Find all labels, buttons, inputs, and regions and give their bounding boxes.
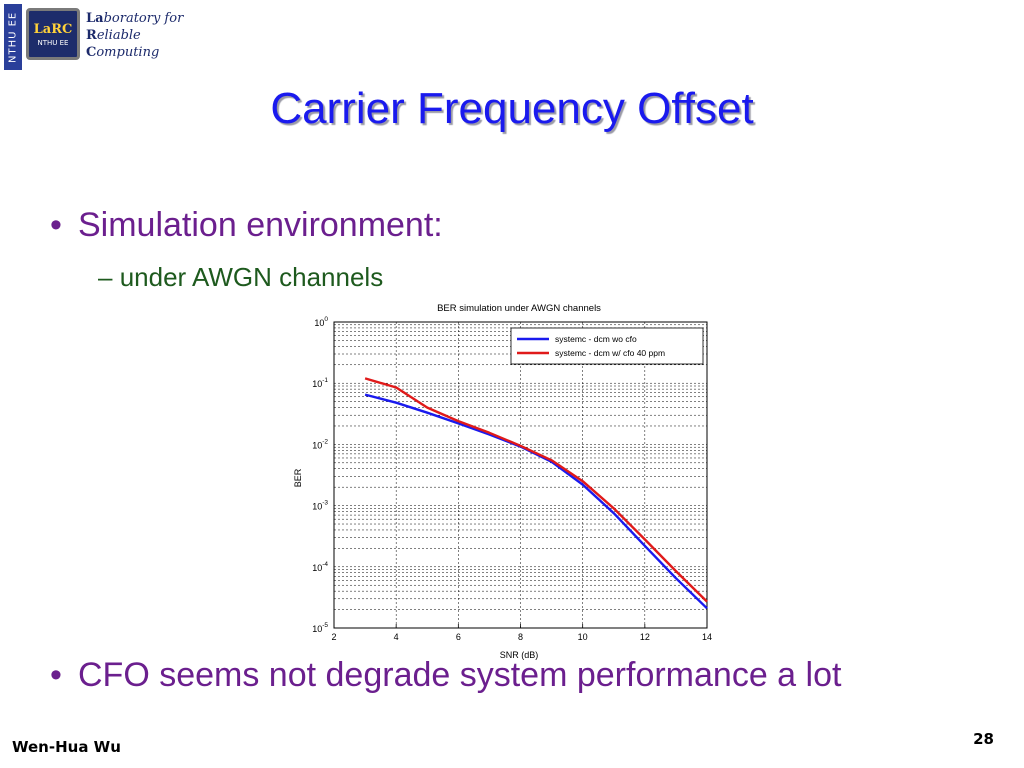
lab-name-l2: eliable (96, 28, 141, 43)
slide-title: Carrier Frequency Offset (270, 84, 754, 133)
bullet-cfo: • CFO seems not degrade system performanc… (50, 656, 841, 695)
series-line-2 (364, 377, 708, 603)
legend-box (510, 327, 704, 365)
x-tick-label: 12 (640, 632, 650, 642)
nthu-ee-label: NTHU EE (4, 4, 22, 70)
lab-name: Laboratory for Reliable Computing (86, 10, 183, 61)
lab-name-l2-bold: R (86, 28, 97, 43)
chart-title: BER simulation under AWGN channels (437, 303, 601, 314)
lab-logo-mark: LaRC (33, 21, 73, 37)
lab-logo-sub: NTHU EE (37, 38, 69, 47)
chart-grid (333, 322, 708, 629)
y-tick-label: 10-1 (312, 377, 328, 389)
x-tick-label: 10 (578, 632, 588, 642)
y-tick-label: 10-2 (312, 438, 328, 450)
chart-legend: systemc - dcm wo cfo systemc - dcm w/ cfo… (510, 327, 704, 365)
bullet-simulation: • Simulation environment: (50, 206, 443, 245)
lab-name-l3: omputing (96, 45, 160, 60)
author-name: Wen-Hua Wu (12, 738, 121, 756)
x-tick-label: 14 (702, 632, 712, 642)
lab-name-l1-bold: La (86, 11, 104, 26)
y-tick-label: 10-5 (312, 622, 328, 634)
bullet-dot: • (50, 206, 62, 244)
legend-label: systemc - dcm wo cfo (555, 334, 637, 344)
axis-ticks: 2 4 6 8 10 12 14 100 10-1 10-2 10-3 10-4 10-5 (312, 316, 712, 642)
ber-chart: BER simulation under AWGN channels 2 4 6 8 1… (293, 303, 712, 660)
x-tick-label: 2 (331, 632, 336, 642)
subbullet-awgn-text: under AWGN channels (119, 262, 384, 292)
bullet-dot: • (50, 656, 62, 694)
x-axis-label: SNR (dB) (500, 650, 539, 660)
x-tick-label: 6 (456, 632, 461, 642)
y-axis-label: BER (293, 468, 303, 487)
x-tick-label: 8 (518, 632, 523, 642)
page-number: 28 (973, 730, 994, 748)
bullet-simulation-text: Simulation environment: (78, 206, 443, 244)
series-lines (364, 377, 708, 610)
legend-label: systemc - dcm w/ cfo 40 ppm (555, 348, 665, 358)
subbullet-dash: – (98, 262, 113, 292)
lab-name-l3-bold: C (86, 45, 97, 60)
y-tick-label: 100 (314, 316, 328, 328)
subbullet-awgn: – under AWGN channels (98, 262, 383, 293)
y-tick-label: 10-4 (312, 561, 328, 573)
bullet-cfo-text: CFO seems not degrade system performance… (78, 656, 842, 694)
lab-name-l1: boratory for (103, 11, 184, 26)
lab-logo-chip: LaRC NTHU EE (26, 8, 80, 60)
y-tick-label: 10-3 (312, 500, 328, 512)
x-tick-label: 4 (394, 632, 399, 642)
